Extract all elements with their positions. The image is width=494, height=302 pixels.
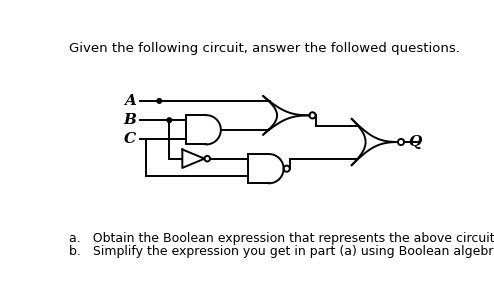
Circle shape: [205, 156, 210, 162]
Text: B: B: [124, 113, 136, 127]
Text: Q: Q: [409, 135, 422, 149]
Circle shape: [309, 112, 316, 118]
Text: b.   Simplify the expression you get in part (a) using Boolean algebra. (Show st: b. Simplify the expression you get in pa…: [69, 245, 494, 258]
Circle shape: [157, 99, 162, 103]
Text: C: C: [124, 132, 136, 146]
Circle shape: [398, 139, 404, 145]
Circle shape: [167, 118, 171, 123]
Text: a.   Obtain the Boolean expression that represents the above circuit.: a. Obtain the Boolean expression that re…: [69, 232, 494, 245]
Text: Given the following circuit, answer the followed questions.: Given the following circuit, answer the …: [69, 42, 460, 55]
Text: A: A: [124, 94, 136, 108]
Circle shape: [284, 165, 290, 172]
